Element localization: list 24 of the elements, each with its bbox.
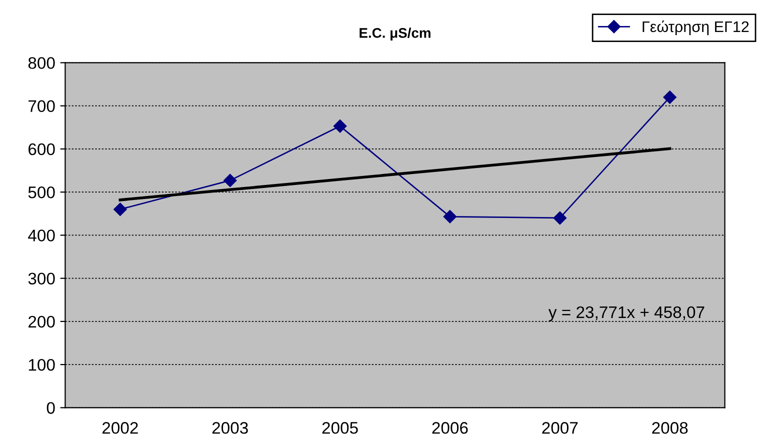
point <box>443 210 457 224</box>
x-tick-label: 2007 <box>542 422 578 434</box>
x-tick-label: 2008 <box>652 422 688 434</box>
point <box>224 174 237 188</box>
point <box>114 202 127 216</box>
x-tick-label: 2006 <box>432 422 468 434</box>
y-tick-label: 300 <box>28 272 55 285</box>
chart-title: E.C. μS/cm <box>360 28 430 41</box>
y-tick-label: 600 <box>28 143 55 156</box>
y-tick-label: 800 <box>28 57 55 69</box>
y-tick-label: 400 <box>28 230 55 242</box>
y-tick-label: 100 <box>28 358 55 371</box>
y-tick-label: 500 <box>28 186 55 198</box>
point <box>663 90 676 104</box>
legend-label: Γεώτρηση ΕΓ12 <box>642 20 749 36</box>
x-tick-label: 2005 <box>322 422 358 434</box>
y-tick-label: 0 <box>46 402 55 414</box>
x-tick-label: 2003 <box>212 422 248 434</box>
annotation: y = 23,771x + 458,07 <box>548 306 704 322</box>
y-tick-label: 700 <box>28 100 55 112</box>
x-tick-label: 2002 <box>102 422 138 434</box>
y-tick-label: 200 <box>28 316 55 328</box>
point <box>333 120 347 133</box>
point <box>553 211 566 225</box>
